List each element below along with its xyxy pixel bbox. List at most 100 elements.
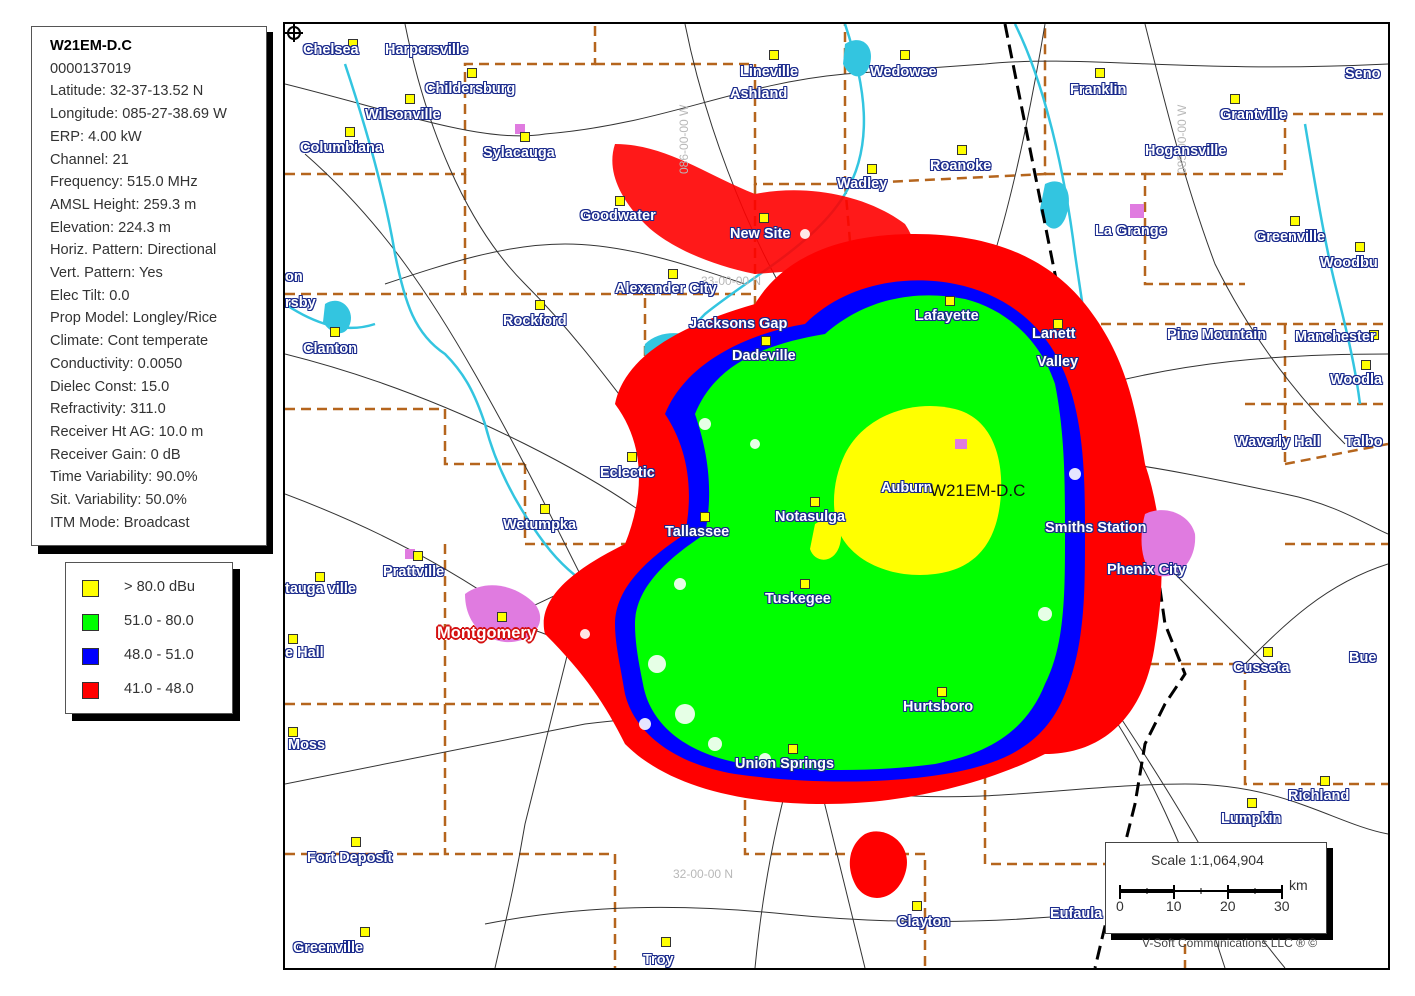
town-label: Clayton [897,914,951,930]
town-marker [288,634,298,644]
town-label: Manchester [1295,329,1376,345]
legend-swatch-blue [82,648,99,665]
town-label: Lanett [1032,326,1076,342]
town-label: e Hall [285,645,324,661]
town-label: Franklin [1070,82,1127,98]
town-marker [1361,360,1371,370]
town-marker [810,497,820,507]
horiz-pattern: Horiz. Pattern: Directional [50,242,217,259]
grid-label-latitude: 33-00-00 N [701,274,762,288]
town-marker [1320,776,1330,786]
town-label: Prattville [383,564,445,580]
town-label: Clanton [303,341,357,357]
town-label: Wedowee [870,64,937,80]
town-marker [315,572,325,582]
town-label: tauga ville [285,581,356,597]
sit-variability: Sit. Variability: 50.0% [50,492,187,509]
signal-legend: > 80.0 dBu 51.0 - 80.0 48.0 - 51.0 41.0 … [65,562,233,714]
town-label: Bue [1349,650,1377,666]
capital-marker [497,612,507,622]
dielec-const: Dielec Const: 15.0 [50,378,170,395]
grid-label-longitude: 086-00-00 W [677,104,691,174]
town-marker [800,579,810,589]
town-marker [520,132,530,142]
town-label: Roanoke [930,158,992,174]
transmitter-icon[interactable] [285,24,303,42]
town-label: Lafayette [915,308,979,324]
town-label: Talbo [1345,434,1383,450]
scale-bar-box: Scale 1:1,064,904 0 10 20 30 km [1105,842,1327,934]
town-label: Eclectic [600,465,655,481]
town-label: Hurtsboro [903,699,974,715]
town-label: Valley [1037,354,1079,370]
legend-swatch-yellow [82,580,99,597]
town-marker [351,837,361,847]
town-label: Wetumpka [503,517,577,533]
amsl-height: AMSL Height: 259.3 m [50,196,197,213]
town-marker [900,50,910,60]
town-marker [288,727,298,737]
climate: Climate: Cont temperate [50,333,209,350]
legend-label: > 80.0 dBu [124,579,196,595]
town-label: Auburn [881,480,933,496]
town-marker [788,744,798,754]
elec-tilt: Elec Tilt: 0.0 [50,287,130,304]
town-label: Alexander City [615,281,717,297]
town-marker [945,296,955,306]
town-marker [348,39,358,49]
prop-model: Prop Model: Longley/Rice [50,310,218,327]
town-label: Grantville [1220,107,1287,123]
itm-mode: ITM Mode: Broadcast [50,514,190,531]
town-label: on [285,269,303,285]
erp: ERP: 4.00 kW [50,128,142,145]
latitude: Latitude: 32-37-13.52 N [50,83,204,100]
capital-label: Montgomery [437,624,536,642]
credit-text: V-Soft Communications LLC ® © [1142,936,1318,950]
town-label: Woodla [1330,372,1383,388]
frequency: Frequency: 515.0 MHz [50,174,198,191]
town-label: Columbiana [300,140,383,156]
town-label: Hogansville [1145,143,1227,159]
town-label: Greenville [1255,229,1326,245]
scale-tick: 30 [1274,898,1290,914]
town-label: La Grange [1095,223,1167,239]
town-marker [769,50,779,60]
legend-swatch-green [82,614,99,631]
town-marker [759,213,769,223]
town-marker [615,196,625,206]
town-label: Jacksons Gap [689,316,788,332]
town-marker [413,551,423,561]
town-label: Tallassee [665,524,730,540]
town-label: Ashland [730,86,788,102]
facility-id: 0000137019 [50,60,132,77]
town-label: Moss [288,737,326,753]
town-label: Sylacauga [483,145,555,161]
grid-label-latitude: 32-00-00 N [673,867,734,881]
town-marker [540,504,550,514]
town-marker [535,300,545,310]
town-marker [345,127,355,137]
grid-label-longitude: 085-00-00 W [1175,104,1189,174]
town-label: Dadeville [732,348,796,364]
town-marker [467,68,477,78]
town-marker [1095,68,1105,78]
scale-tick: 10 [1166,898,1182,914]
town-marker [912,901,922,911]
scale-tick: 20 [1220,898,1236,914]
scale-bar [1119,885,1283,899]
coverage-map[interactable]: 086-00-00 W 33-00-00 N 085-00-00 W 32-00… [283,22,1390,970]
legend-swatch-red [82,682,99,699]
town-marker [867,164,877,174]
town-label: Waverly Hall [1235,434,1321,450]
town-marker [668,269,678,279]
town-marker [1290,216,1300,226]
station-info-panel: W21EM-D.C 0000137019 Latitude: 32-37-13.… [31,26,267,546]
town-marker [937,687,947,697]
town-label: Cusseta [1233,660,1290,676]
town-label: Union Springs [735,756,835,772]
town-marker [627,452,637,462]
town-label: Goodwater [580,208,656,224]
time-variability: Time Variability: 90.0% [50,469,198,486]
town-marker [330,327,340,337]
town-label: Fort Deposit [307,850,393,866]
